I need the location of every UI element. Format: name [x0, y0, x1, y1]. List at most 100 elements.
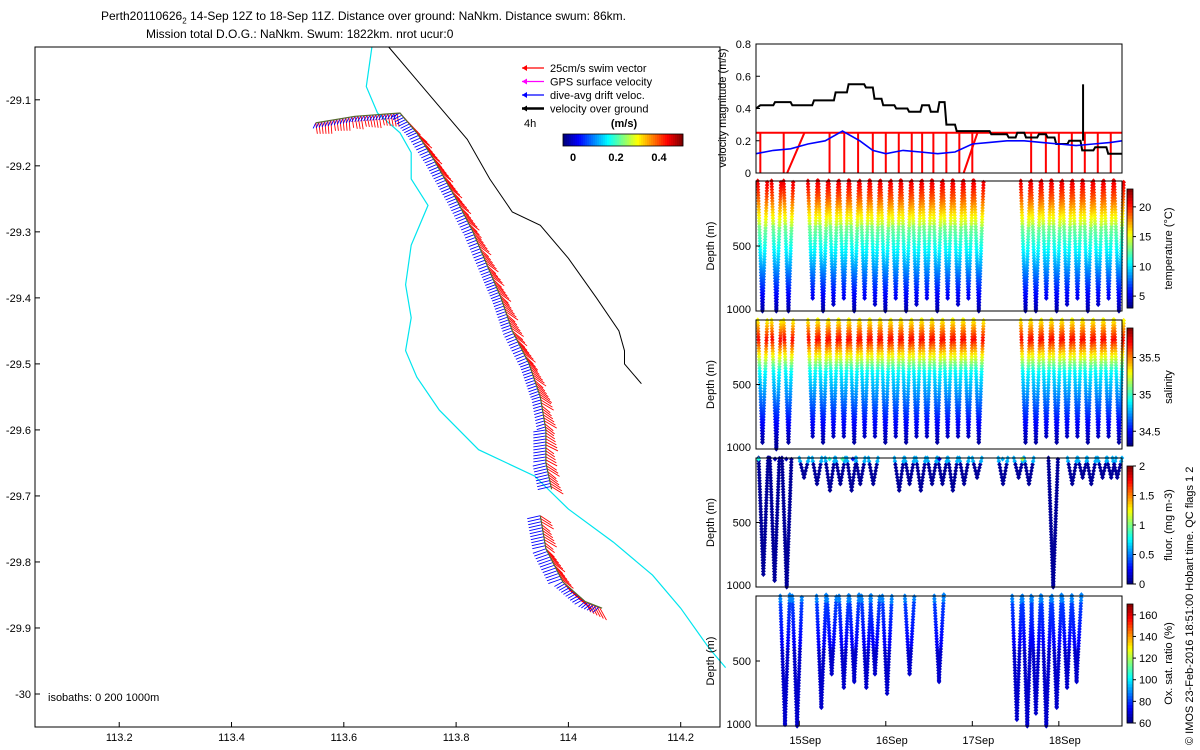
- swim-vector: [558, 573, 570, 583]
- temperature-marker: [823, 236, 828, 243]
- velocity-y-tick-label: 0.2: [736, 136, 751, 148]
- temperature-marker: [964, 258, 970, 264]
- swim-vector: [504, 308, 517, 318]
- temperature-marker: [861, 281, 867, 287]
- temperature-marker: [814, 201, 819, 207]
- temperature-marker: [761, 285, 766, 291]
- temperature-marker: [944, 267, 949, 273]
- temperature-marker: [901, 244, 907, 250]
- temperature-marker: [933, 267, 939, 273]
- temperature-marker: [842, 261, 848, 267]
- temperature-marker: [909, 181, 915, 187]
- swim-vector: [465, 217, 478, 228]
- temperature-marker: [828, 241, 834, 247]
- temperature-marker: [903, 289, 908, 296]
- temperature-marker: [764, 202, 769, 208]
- drift-vector: [396, 119, 406, 125]
- temperature-marker: [785, 281, 790, 287]
- temperature-marker: [832, 270, 837, 276]
- temperature-marker: [923, 272, 929, 278]
- temperature-marker: [965, 278, 971, 284]
- temperature-marker: [783, 238, 789, 244]
- swim-vector: [544, 420, 557, 429]
- temperature-marker: [856, 191, 861, 197]
- temperature-marker: [807, 221, 812, 227]
- temperature-marker: [789, 214, 795, 220]
- temperature-marker: [917, 227, 922, 233]
- temperature-marker: [885, 251, 890, 257]
- temperature-marker: [928, 195, 934, 201]
- temperature-marker: [875, 224, 881, 230]
- temperature-marker: [895, 252, 900, 258]
- temperature-marker: [781, 184, 787, 190]
- drift-vector: [490, 294, 501, 300]
- drift-vector: [569, 595, 579, 601]
- temperature-marker: [901, 249, 907, 256]
- temperature-marker: [917, 218, 922, 225]
- temperature-marker: [821, 291, 826, 297]
- temperature-marker: [833, 250, 838, 256]
- legend-colorbar-band: [639, 134, 642, 146]
- temperature-colorbar-tick-label: 10: [1139, 261, 1151, 273]
- drift-vector: [495, 308, 505, 313]
- temperature-marker: [882, 301, 888, 307]
- drift-vector: [539, 562, 554, 568]
- temperature-marker: [942, 218, 947, 224]
- swim-vector: [545, 453, 556, 461]
- drift-vector: [416, 145, 426, 151]
- temperature-marker: [820, 289, 825, 296]
- temperature-marker: [788, 248, 793, 254]
- temperature-marker: [851, 292, 856, 298]
- temperature-marker: [899, 201, 905, 207]
- temperature-marker: [951, 192, 957, 198]
- temperature-marker: [853, 251, 859, 257]
- temperature-marker: [874, 247, 880, 253]
- temperature-marker: [948, 206, 954, 212]
- temperature-marker: [771, 249, 777, 256]
- temperature-marker: [931, 201, 936, 207]
- temperature-marker: [941, 209, 947, 216]
- temperature-marker: [756, 218, 762, 224]
- temperature-marker: [777, 205, 783, 211]
- temperature-marker: [969, 209, 975, 215]
- temperature-marker: [927, 232, 932, 238]
- temperature-marker: [891, 247, 897, 253]
- legend-colorbar-band: [587, 134, 590, 146]
- temperature-marker: [924, 284, 929, 290]
- temperature-marker: [810, 287, 815, 293]
- temperature-marker: [807, 227, 813, 233]
- temperature-marker: [853, 254, 859, 260]
- temperature-marker: [783, 229, 788, 236]
- temperature-marker: [785, 284, 790, 290]
- velocity-axes-frame: [755, 43, 1123, 174]
- temperature-marker: [782, 209, 788, 216]
- temperature-marker: [869, 227, 875, 233]
- temperature-marker: [758, 272, 764, 278]
- temperature-marker: [757, 238, 763, 244]
- drift-vector: [541, 564, 555, 571]
- legend-colorbar-band: [625, 134, 628, 146]
- temperature-marker: [927, 223, 933, 230]
- temperature-marker: [961, 184, 967, 190]
- temperature-marker: [912, 264, 918, 270]
- temperature-marker: [758, 252, 763, 258]
- legend-colorbar-band: [647, 134, 650, 146]
- temperature-marker: [827, 204, 832, 210]
- temperature-marker: [785, 287, 790, 293]
- temperature-marker: [961, 189, 967, 196]
- temperature-marker: [827, 212, 833, 218]
- temperature-marker: [967, 255, 973, 261]
- drift-vector: [533, 447, 547, 451]
- drift-vector: [533, 441, 547, 445]
- temperature-marker: [822, 251, 828, 257]
- legend-colorbar-band: [653, 134, 656, 146]
- drift-vector: [537, 485, 552, 490]
- temperature-marker: [928, 198, 934, 204]
- temperature-marker: [833, 253, 838, 259]
- temperature-marker: [900, 218, 906, 224]
- temperature-marker: [941, 195, 946, 201]
- swim-vector: [363, 115, 367, 127]
- swim-vector: [542, 408, 552, 417]
- temperature-marker: [784, 275, 790, 281]
- legend-arrowhead: [522, 92, 527, 98]
